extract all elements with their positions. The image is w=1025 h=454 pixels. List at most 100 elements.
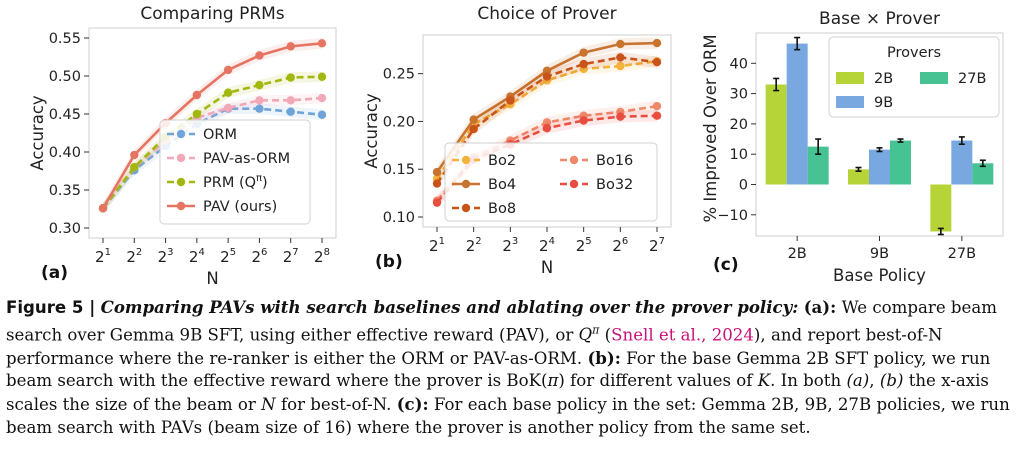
y-tick-label: 0.55 (49, 31, 81, 47)
caption-a-label: (a): (804, 297, 837, 317)
data-point (433, 179, 441, 187)
data-point (616, 53, 624, 61)
y-tick-label: 0.10 (383, 210, 415, 226)
caption-title: Comparing PAVs with search baselines and… (101, 297, 799, 317)
legend-label: Bo4 (488, 177, 516, 193)
legend-title: Provers (887, 45, 941, 61)
data-point (255, 81, 263, 89)
x-tick-label: 22 (466, 236, 482, 255)
x-tick-label: 22 (126, 247, 142, 266)
caption-b-text-3: . In both (770, 371, 841, 390)
x-tick-label: 27 (283, 247, 299, 266)
x-tick-label: 2B (788, 246, 807, 262)
legend: Provers 2B 9B 27B (829, 37, 999, 117)
y-axis-label: % Improved Over ORM (701, 34, 720, 222)
legend-swatch-marker (177, 154, 185, 162)
data-point (579, 48, 587, 56)
panel-label: (a) (41, 263, 68, 283)
x-axis-label: N (206, 269, 218, 288)
caption-a-q: Qπ (579, 325, 600, 344)
data-point (543, 124, 551, 132)
legend-label: Bo2 (488, 153, 516, 169)
legend-swatch (836, 96, 864, 108)
y-tick-label: 10 (730, 147, 748, 163)
x-tick-label: 23 (502, 236, 518, 255)
y-tick-label: 0.15 (383, 162, 415, 178)
y-tick-label: 0 (739, 177, 748, 193)
x-tick-label: 9B (870, 246, 889, 262)
data-point (318, 39, 326, 47)
data-point (469, 125, 477, 133)
data-point (193, 110, 201, 118)
x-tick-label: 27B (948, 246, 976, 262)
legend-label: 9B (874, 95, 893, 111)
x-tick-label: 24 (539, 236, 555, 255)
data-point (287, 96, 295, 104)
bar (890, 141, 911, 185)
y-tick-label: 0.45 (49, 107, 81, 123)
panel-label: (c) (713, 255, 739, 275)
bar (787, 44, 808, 185)
caption-b-text-5: for best-of-N. (281, 395, 391, 414)
y-axis-label: Accuracy (362, 93, 381, 169)
y-tick-label: 0.30 (49, 221, 81, 237)
legend-swatch-marker (570, 180, 578, 188)
y-tick-label: 30 (730, 87, 748, 103)
legend-label: PAV (ours) (203, 199, 277, 215)
legend-swatch-marker (570, 156, 578, 164)
data-point (99, 204, 107, 212)
x-axis-label: N (541, 258, 553, 277)
data-point (255, 96, 263, 104)
legend: ORMPAV-as-ORMPRM (Qπ)PAV (ours) (160, 120, 310, 224)
data-point (653, 102, 661, 110)
legend-swatch-marker (462, 204, 470, 212)
x-tick-label: 25 (220, 247, 236, 266)
caption-b-n: N (261, 395, 276, 414)
legend-swatch-marker (462, 180, 470, 188)
data-point (318, 111, 326, 119)
legend-swatch-marker (462, 156, 470, 164)
x-tick-label: 25 (576, 236, 592, 255)
y-axis-label: Accuracy (28, 95, 47, 171)
x-tick-label: 26 (612, 236, 628, 255)
x-tick-label: 21 (95, 247, 111, 266)
caption-c-label: (c): (397, 394, 429, 414)
x-axis-label: Base Policy (833, 266, 926, 285)
data-point (579, 116, 587, 124)
legend-label: Bo32 (596, 177, 633, 193)
caption-citation-link[interactable]: Snell et al., 2024 (611, 325, 754, 344)
legend-label: 2B (874, 71, 893, 87)
y-tick-label: 0.35 (49, 183, 81, 199)
caption-ref-a: (a) (846, 371, 869, 390)
data-point (287, 73, 295, 81)
y-tick-label: 0.50 (49, 69, 81, 85)
caption-b-pi: π (548, 371, 559, 390)
y-tick-label: 40 (730, 56, 748, 72)
data-point (616, 40, 624, 48)
legend-label: PAV-as-ORM (203, 151, 290, 167)
legend-swatch-marker (177, 178, 185, 186)
data-point (287, 108, 295, 116)
legend-label: 27B (958, 71, 986, 87)
data-point (318, 94, 326, 102)
data-point (287, 42, 295, 50)
x-tick-label: 24 (189, 247, 205, 266)
y-tick-label: 0.20 (383, 114, 415, 130)
panel-title: Base × Prover (819, 9, 940, 29)
data-point (224, 66, 232, 74)
caption-label: Figure 5 | (6, 298, 95, 317)
caption-b-text-2: ) for different values of (558, 371, 752, 390)
x-tick-label: 26 (251, 247, 267, 266)
legend: Bo2 Bo4 Bo8 Bo16 Bo32 (445, 143, 657, 221)
legend-label: Bo8 (488, 201, 516, 217)
legend-swatch-marker (177, 202, 185, 210)
figure-caption: Figure 5 | Comparing PAVs with search ba… (6, 296, 1020, 439)
data-point (224, 104, 232, 112)
panel-title: Choice of Prover (477, 4, 616, 24)
legend-label: Bo16 (596, 153, 633, 169)
figure-panels: Comparing PRMs0.300.350.400.450.500.5521… (0, 0, 1025, 296)
x-tick-label: 23 (158, 247, 174, 266)
y-tick-label: 20 (730, 117, 748, 133)
bar (951, 141, 972, 185)
data-point (653, 112, 661, 120)
